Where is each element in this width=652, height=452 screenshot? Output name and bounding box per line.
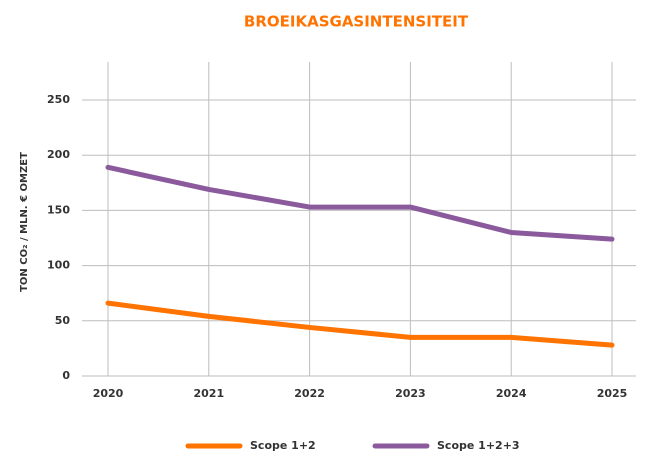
y-tick-label: 100	[47, 259, 70, 272]
chart-title: BROEIKASGASINTENSITEIT	[244, 13, 469, 31]
x-tick-label: 2020	[93, 387, 124, 400]
y-tick-label: 150	[47, 203, 70, 216]
data-line	[105, 300, 615, 348]
y-tick-label: 250	[47, 93, 70, 106]
y-tick-label: 200	[47, 148, 70, 161]
x-tick-label: 2023	[395, 387, 426, 400]
y-tick-label: 50	[55, 314, 71, 327]
y-axis-label: TON CO₂ / MLN. € OMZET	[19, 152, 30, 292]
legend-label: Scope 1+2+3	[437, 439, 520, 452]
x-tick-label: 2025	[597, 387, 628, 400]
legend-label: Scope 1+2	[250, 439, 316, 452]
x-tick-label: 2022	[294, 387, 325, 400]
y-tick-label: 0	[62, 369, 70, 382]
x-tick-label: 2024	[496, 387, 527, 400]
data-line	[105, 164, 615, 242]
x-tick-label: 2021	[193, 387, 224, 400]
